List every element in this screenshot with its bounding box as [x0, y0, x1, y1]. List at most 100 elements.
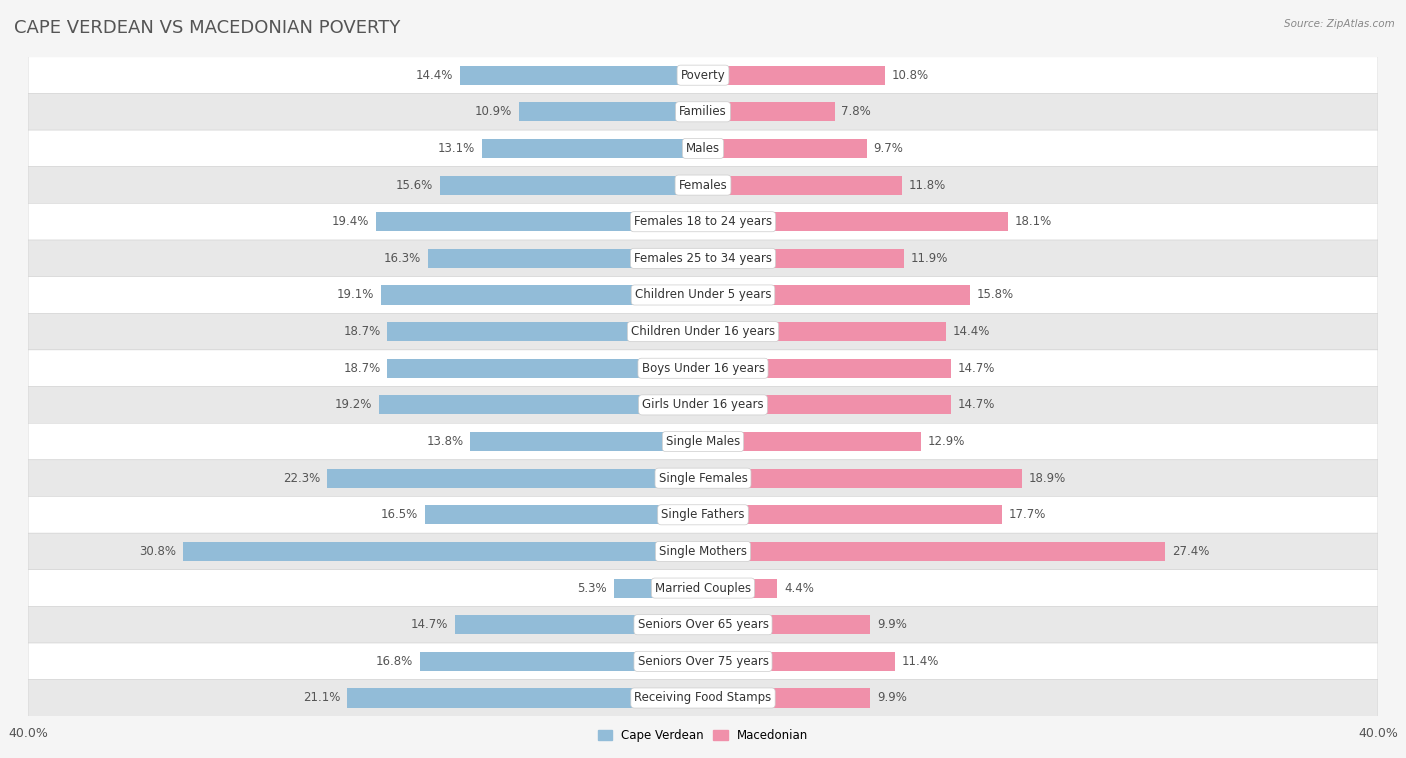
Bar — [326, 468, 703, 487]
Bar — [470, 432, 703, 451]
Text: Children Under 16 years: Children Under 16 years — [631, 325, 775, 338]
Text: 11.8%: 11.8% — [908, 179, 946, 192]
Text: Single Females: Single Females — [658, 471, 748, 484]
Text: 19.1%: 19.1% — [336, 289, 374, 302]
Bar — [388, 359, 703, 377]
Bar — [460, 66, 703, 85]
Text: 4.4%: 4.4% — [785, 581, 814, 594]
Bar — [388, 322, 703, 341]
FancyBboxPatch shape — [28, 203, 1378, 240]
Text: 18.1%: 18.1% — [1015, 215, 1052, 228]
Bar — [419, 652, 703, 671]
Text: Single Males: Single Males — [666, 435, 740, 448]
FancyBboxPatch shape — [28, 423, 1378, 460]
Bar — [703, 506, 1001, 525]
Bar — [427, 249, 703, 268]
Text: 16.8%: 16.8% — [375, 655, 413, 668]
Bar — [482, 139, 703, 158]
FancyBboxPatch shape — [28, 533, 1378, 570]
Text: 11.4%: 11.4% — [903, 655, 939, 668]
Bar — [703, 542, 1166, 561]
Text: 16.5%: 16.5% — [381, 509, 418, 522]
FancyBboxPatch shape — [28, 130, 1378, 167]
Text: 18.9%: 18.9% — [1029, 471, 1066, 484]
Text: Females: Females — [679, 179, 727, 192]
Text: 17.7%: 17.7% — [1008, 509, 1046, 522]
Text: Males: Males — [686, 142, 720, 155]
Text: 7.8%: 7.8% — [841, 105, 872, 118]
Text: Boys Under 16 years: Boys Under 16 years — [641, 362, 765, 374]
Text: 13.1%: 13.1% — [439, 142, 475, 155]
Bar — [703, 578, 778, 597]
Text: Receiving Food Stamps: Receiving Food Stamps — [634, 691, 772, 704]
Bar — [703, 176, 903, 195]
Text: 9.7%: 9.7% — [873, 142, 903, 155]
Text: 14.7%: 14.7% — [957, 399, 995, 412]
Bar — [519, 102, 703, 121]
Text: 19.4%: 19.4% — [332, 215, 368, 228]
Text: Girls Under 16 years: Girls Under 16 years — [643, 399, 763, 412]
FancyBboxPatch shape — [28, 277, 1378, 313]
Text: 19.2%: 19.2% — [335, 399, 373, 412]
Text: 14.7%: 14.7% — [957, 362, 995, 374]
Text: 13.8%: 13.8% — [426, 435, 464, 448]
Bar — [703, 652, 896, 671]
Bar — [375, 212, 703, 231]
Text: 5.3%: 5.3% — [578, 581, 607, 594]
Bar — [703, 249, 904, 268]
FancyBboxPatch shape — [28, 313, 1378, 350]
Text: Females 25 to 34 years: Females 25 to 34 years — [634, 252, 772, 265]
Text: 27.4%: 27.4% — [1173, 545, 1209, 558]
FancyBboxPatch shape — [28, 606, 1378, 643]
Text: 10.9%: 10.9% — [475, 105, 512, 118]
Text: Families: Families — [679, 105, 727, 118]
Bar — [703, 286, 970, 305]
Text: 9.9%: 9.9% — [877, 619, 907, 631]
Bar — [347, 688, 703, 707]
Legend: Cape Verdean, Macedonian: Cape Verdean, Macedonian — [593, 724, 813, 747]
Bar — [703, 102, 835, 121]
Bar — [703, 396, 950, 415]
Bar — [425, 506, 703, 525]
FancyBboxPatch shape — [28, 643, 1378, 680]
Text: Single Fathers: Single Fathers — [661, 509, 745, 522]
Text: Seniors Over 65 years: Seniors Over 65 years — [637, 619, 769, 631]
Text: Married Couples: Married Couples — [655, 581, 751, 594]
Bar — [703, 359, 950, 377]
Text: 11.9%: 11.9% — [911, 252, 948, 265]
Text: 15.6%: 15.6% — [396, 179, 433, 192]
Bar — [703, 468, 1022, 487]
Bar — [703, 139, 866, 158]
Text: 18.7%: 18.7% — [343, 325, 381, 338]
Bar — [440, 176, 703, 195]
Bar — [703, 212, 1008, 231]
Bar — [703, 322, 946, 341]
FancyBboxPatch shape — [28, 57, 1378, 93]
FancyBboxPatch shape — [28, 387, 1378, 423]
Text: 14.4%: 14.4% — [953, 325, 990, 338]
Text: CAPE VERDEAN VS MACEDONIAN POVERTY: CAPE VERDEAN VS MACEDONIAN POVERTY — [14, 19, 401, 37]
Bar — [613, 578, 703, 597]
FancyBboxPatch shape — [28, 350, 1378, 387]
Text: 14.4%: 14.4% — [416, 69, 453, 82]
Text: 12.9%: 12.9% — [928, 435, 965, 448]
Text: 22.3%: 22.3% — [283, 471, 321, 484]
FancyBboxPatch shape — [28, 496, 1378, 533]
Text: 30.8%: 30.8% — [139, 545, 177, 558]
Text: 18.7%: 18.7% — [343, 362, 381, 374]
Text: 15.8%: 15.8% — [976, 289, 1014, 302]
FancyBboxPatch shape — [28, 93, 1378, 130]
Text: Seniors Over 75 years: Seniors Over 75 years — [637, 655, 769, 668]
FancyBboxPatch shape — [28, 680, 1378, 716]
Bar — [456, 615, 703, 634]
Text: Source: ZipAtlas.com: Source: ZipAtlas.com — [1284, 19, 1395, 29]
Text: Poverty: Poverty — [681, 69, 725, 82]
FancyBboxPatch shape — [28, 570, 1378, 606]
Text: Children Under 5 years: Children Under 5 years — [634, 289, 772, 302]
Bar — [703, 66, 886, 85]
Text: 16.3%: 16.3% — [384, 252, 422, 265]
Text: 14.7%: 14.7% — [411, 619, 449, 631]
FancyBboxPatch shape — [28, 240, 1378, 277]
Text: 10.8%: 10.8% — [891, 69, 929, 82]
Text: 9.9%: 9.9% — [877, 691, 907, 704]
